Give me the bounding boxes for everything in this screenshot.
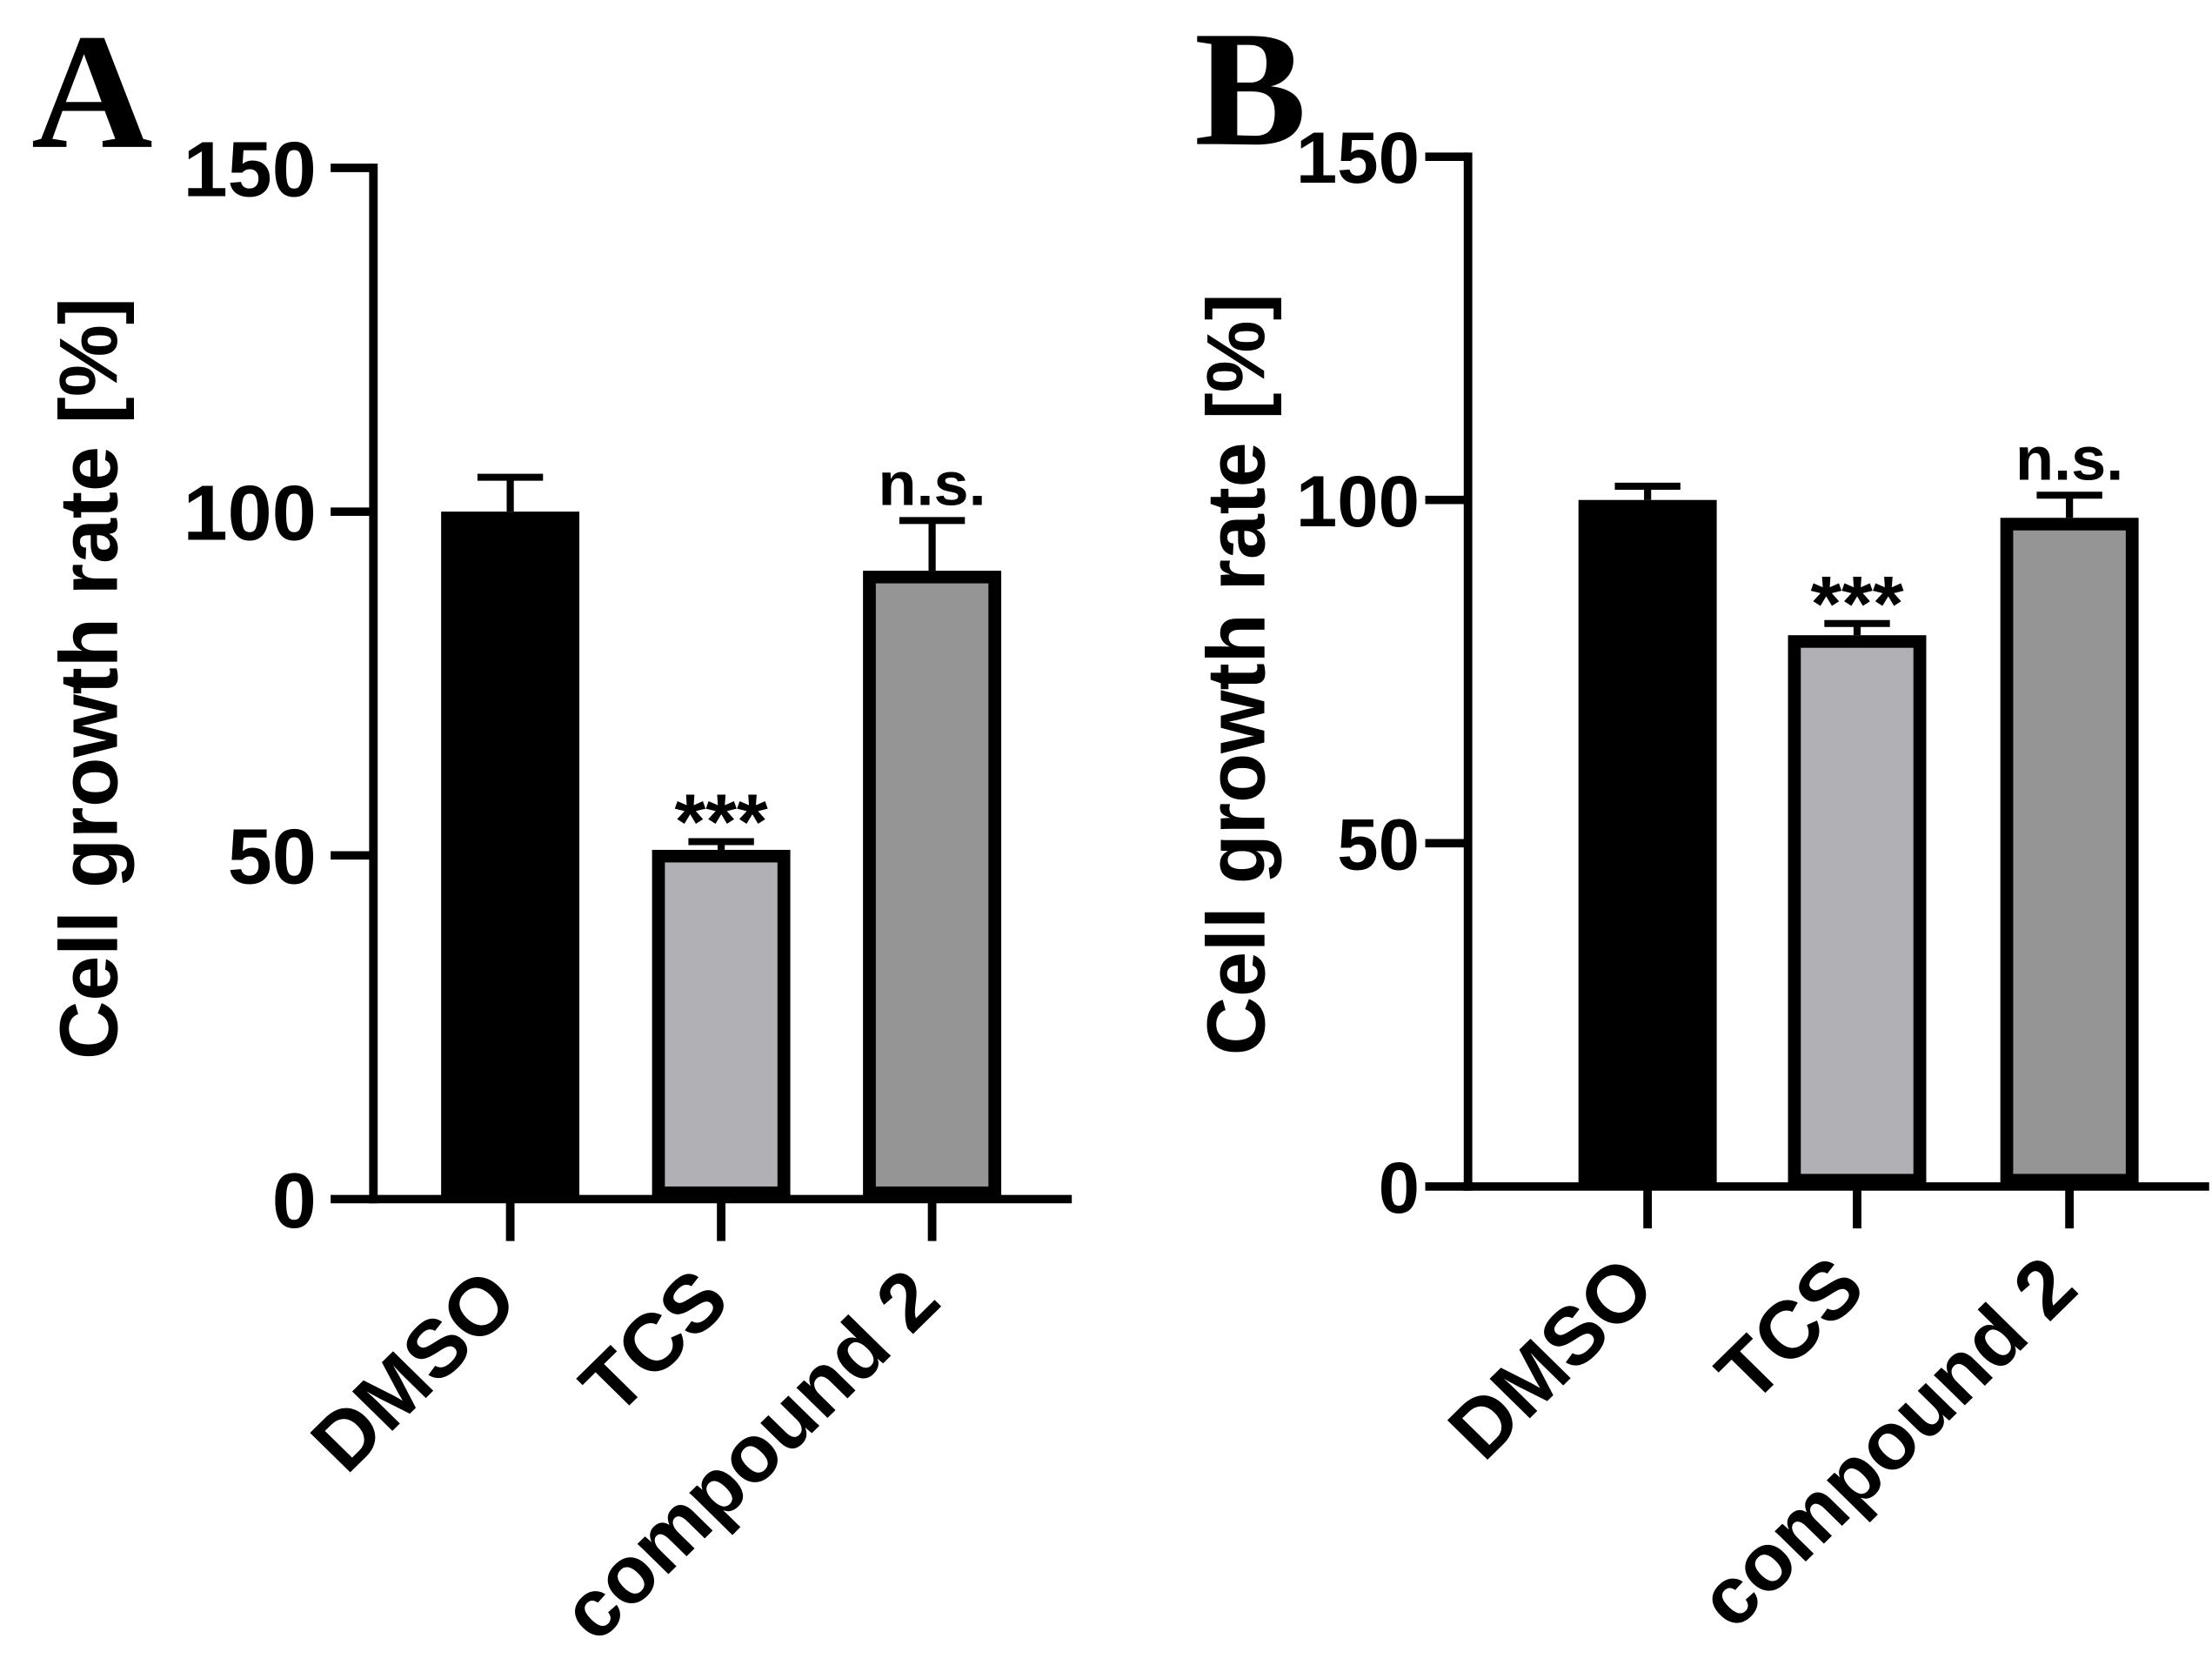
chart-a-error-bar-tcs xyxy=(688,838,754,850)
chart-b-error-bar-dmso xyxy=(1614,482,1681,500)
chart-b-ytick-label-0: 0 xyxy=(1379,1147,1420,1228)
chart-a-y-axis-label: Cell growth rate [%] xyxy=(43,298,135,1060)
chart-b-ytick-label-150: 150 xyxy=(1296,117,1420,198)
chart-b-error-bar-compound-2 xyxy=(2036,491,2102,518)
chart-a-significance-tcs: *** xyxy=(675,779,769,866)
chart-b-bar-dmso xyxy=(1578,499,1717,1187)
chart-b-y-axis-label: Cell growth rate [%] xyxy=(1190,293,1282,1055)
chart-a-panel-label: A xyxy=(31,0,153,183)
chart-b-error-bar-tcs xyxy=(1824,619,1890,636)
chart-a-xtick-label-tcs: TCS xyxy=(563,1252,745,1430)
chart-a-bar-dmso xyxy=(441,512,580,1200)
chart-a-ytick-label-150: 150 xyxy=(184,126,317,213)
chart-a-xtick-label-dmso: DMSO xyxy=(293,1252,534,1488)
chart-b: DMSO *** TCS n.s. compound 2 0 50 100 150 Cell gr… xyxy=(1190,0,2209,1645)
chart-a-bar-tcs xyxy=(652,849,791,1200)
chart-a-bar-compound-2 xyxy=(863,571,1002,1200)
chart-b-bar-tcs xyxy=(1788,635,1927,1187)
chart-b-significance-compound-2: n.s. xyxy=(2015,425,2123,493)
chart-a-ytick-label-0: 0 xyxy=(272,1158,317,1245)
chart-a-significance-compound-2: n.s. xyxy=(879,450,986,518)
chart-b-xtick-label-tcs: TCS xyxy=(1699,1240,1881,1418)
chart-b-ytick-label-50: 50 xyxy=(1337,804,1420,885)
chart-b-bar-compound-2 xyxy=(2000,518,2139,1187)
chart-a-error-bar-compound-2 xyxy=(899,517,966,572)
chart-b-xtick-label-dmso: DMSO xyxy=(1431,1240,1672,1475)
chart-b-xtick-label-compound-2: compound 2 xyxy=(1681,1240,2093,1645)
chart-b-panel-label: B xyxy=(1194,0,1306,180)
chart-a-error-bar-dmso xyxy=(477,473,544,512)
chart-a-ytick-label-50: 50 xyxy=(228,813,317,900)
chart-b-ytick-label-100: 100 xyxy=(1296,461,1420,542)
chart-b-significance-tcs: *** xyxy=(1810,561,1904,648)
chart-a: DMSO *** TCS n.s. compound 2 0 50 100 150 Cell gr… xyxy=(31,0,1073,1657)
chart-a-xtick-label-compound-2: compound 2 xyxy=(544,1252,956,1657)
chart-a-ytick-label-100: 100 xyxy=(184,470,317,557)
